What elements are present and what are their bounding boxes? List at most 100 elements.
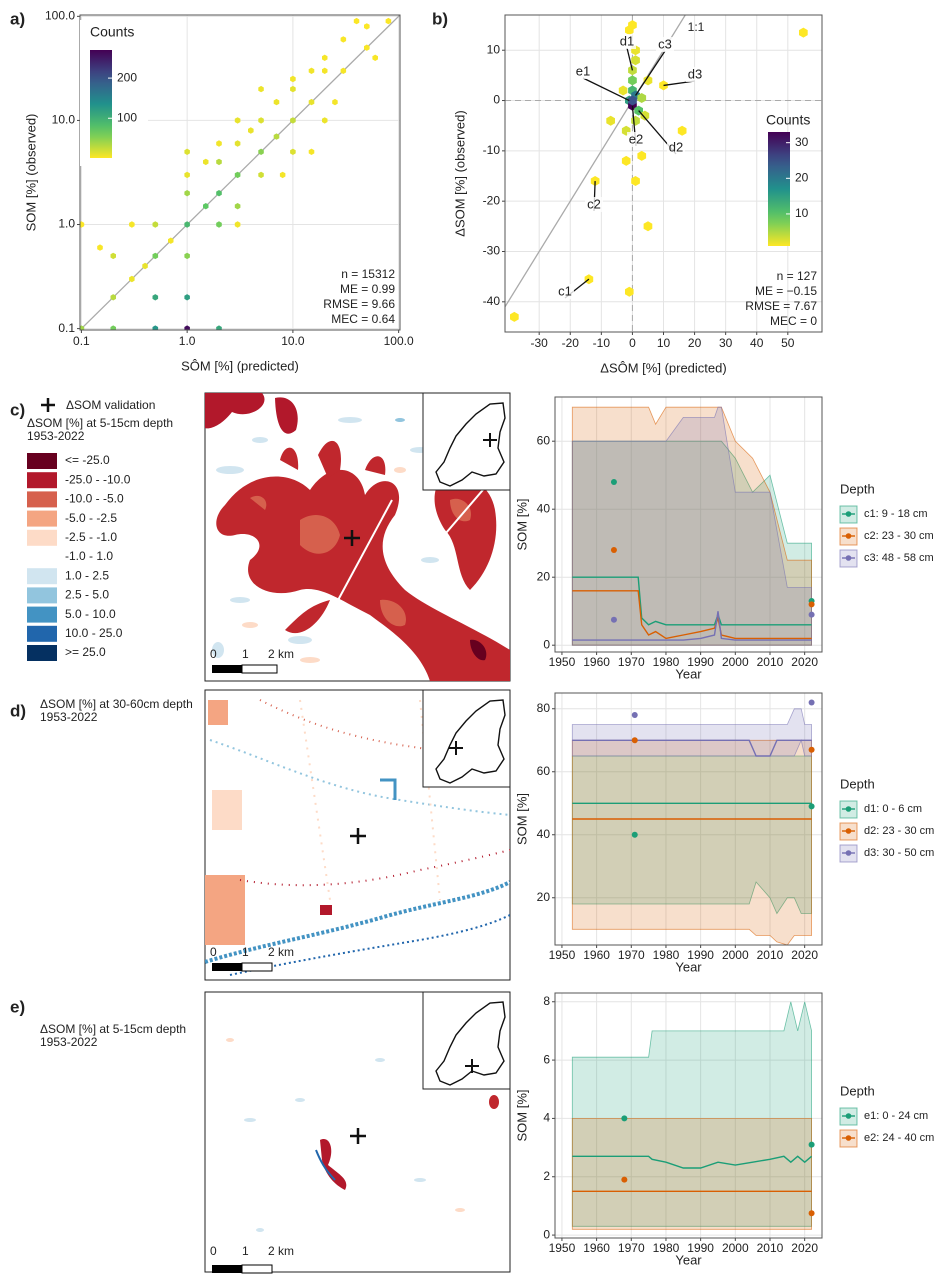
legend-label: 10.0 - 25.0 — [65, 626, 123, 640]
x-tick-label: 1990 — [687, 948, 714, 962]
x-tick-label: -20 — [562, 336, 580, 350]
observation-point — [631, 737, 638, 744]
y-tick-label: 20 — [537, 569, 551, 583]
y-tick-label: 0.1 — [58, 321, 75, 335]
hexbin — [216, 158, 222, 166]
observation-point — [621, 1176, 628, 1183]
map-title: ΔSOM [%] at 30-60cm depth — [40, 697, 193, 711]
hexbin — [203, 203, 209, 210]
y-tick-label: 0 — [543, 637, 550, 651]
hexbin — [258, 148, 264, 155]
legend-key-dot — [845, 850, 852, 856]
x-tick-label: 2000 — [722, 948, 749, 962]
hexbin — [216, 221, 222, 228]
series-line — [572, 1155, 813, 1169]
hexbin — [290, 148, 296, 155]
hexbin — [168, 237, 174, 244]
hexbin — [203, 158, 209, 166]
hexbin — [290, 117, 296, 124]
map-title: ΔSOM [%] at 5-15cm depth — [40, 1022, 186, 1036]
observation-point — [808, 746, 815, 753]
legend-key-dot — [845, 1113, 852, 1119]
x-tick-label: 1980 — [653, 948, 680, 962]
hexbin — [631, 176, 640, 186]
hexbin — [322, 54, 328, 61]
x-tick-label: 2010 — [757, 948, 784, 962]
observation-point — [808, 803, 815, 810]
x-tick-label: 1970 — [618, 948, 645, 962]
x-axis-title: Year — [675, 666, 702, 681]
hexbin — [184, 190, 190, 197]
stat-annotation: n = 127 — [777, 269, 818, 283]
map-c — [204, 392, 511, 682]
legend-swatch — [27, 510, 57, 527]
legend-title: Depth — [840, 1083, 875, 1098]
hexbin — [799, 27, 808, 38]
hexbin — [340, 36, 347, 43]
legend-key-dot — [845, 828, 852, 834]
legend-swatch — [27, 606, 57, 623]
scale-label: 1 — [242, 945, 249, 959]
stat-annotation: RMSE = 7.67 — [745, 299, 817, 313]
point-label: c2 — [587, 196, 601, 211]
scale-label: 0 — [210, 1244, 217, 1258]
x-tick-label: 1990 — [687, 1241, 714, 1255]
hexbin — [637, 93, 647, 103]
hexbin — [184, 252, 190, 260]
plot-frame — [554, 396, 823, 653]
stat-annotation: MEC = 0.64 — [331, 312, 395, 326]
diagonal-label: 1:1 — [688, 20, 705, 34]
observation-point — [631, 831, 638, 838]
legend-label: <= -25.0 — [65, 453, 110, 467]
x-axis-title: Year — [675, 959, 702, 974]
y-tick-label: -30 — [483, 244, 501, 258]
legend-swatch — [27, 529, 57, 546]
hexbin — [628, 95, 637, 106]
colorbar-tick-label: 200 — [117, 70, 137, 84]
hexbin — [129, 275, 135, 283]
observation-point — [610, 479, 617, 485]
x-axis-title: ΔSÔM [%] (predicted) — [600, 360, 726, 375]
y-tick-label: 10 — [487, 42, 501, 56]
colorbar-title: Counts — [766, 112, 810, 128]
legend-swatch — [27, 645, 57, 661]
label-bg — [656, 37, 674, 52]
scale-label: 1 — [242, 647, 249, 661]
legend-key-dot — [845, 1135, 852, 1141]
hexbin — [353, 17, 360, 25]
y-tick-label: 4 — [543, 1111, 550, 1125]
stat-annotation: ME = −0.15 — [755, 284, 817, 298]
panel-label: b) — [432, 9, 448, 28]
hexbin — [110, 294, 116, 301]
hexbin — [621, 155, 631, 166]
observation-point — [610, 616, 617, 623]
range-band — [571, 1118, 812, 1230]
colorbar-tick-label: 10 — [795, 206, 809, 220]
y-tick-label: 40 — [537, 827, 551, 841]
scale-label: 0 — [210, 945, 217, 959]
plot-area — [571, 708, 812, 945]
legend-swatch — [27, 568, 57, 585]
hexbin — [290, 75, 296, 83]
hexbin — [152, 252, 159, 260]
plot-area — [571, 406, 812, 646]
hexbin — [152, 221, 159, 228]
point-label: d2 — [669, 139, 683, 154]
colorbar — [768, 132, 790, 246]
label-leader — [634, 50, 666, 96]
legend-swatch — [27, 491, 57, 508]
scale-label: 1 — [242, 1244, 249, 1258]
y-tick-label: -10 — [483, 143, 501, 157]
observation-point — [808, 1210, 815, 1217]
y-tick-label: 20 — [537, 890, 551, 904]
colorbar-tick-label: 20 — [795, 170, 809, 184]
observation-point — [808, 699, 815, 706]
x-axis-title: SÔM [%] (predicted) — [181, 358, 299, 373]
x-tick-label: 2020 — [791, 948, 818, 962]
hexbin — [273, 98, 280, 106]
observation-point — [621, 1115, 628, 1122]
hexbin — [234, 221, 241, 228]
y-tick-label: 80 — [537, 701, 551, 715]
x-tick-label: 1960 — [583, 1241, 610, 1255]
